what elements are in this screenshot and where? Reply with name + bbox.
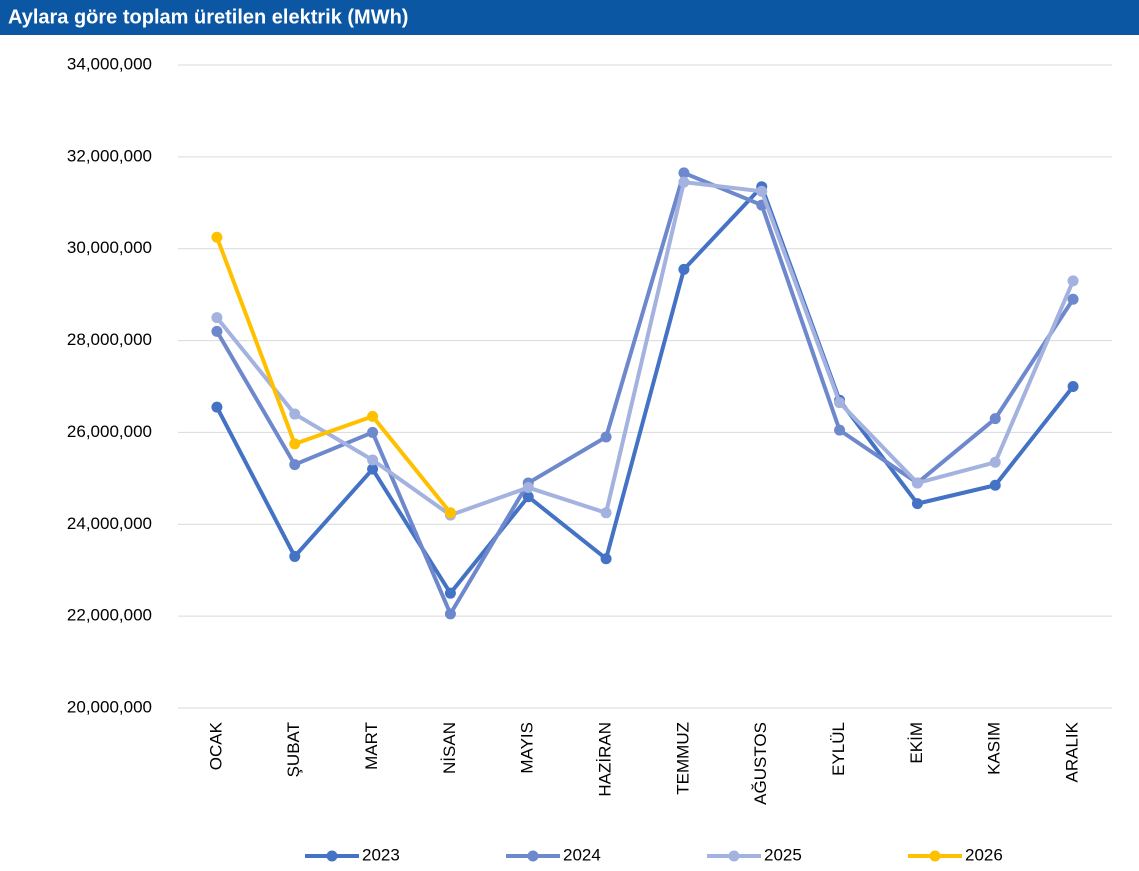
legend-label: 2025 [764,845,802,864]
data-point [678,263,690,275]
data-point [211,401,223,413]
data-point [911,498,923,510]
chart-title: Aylara göre toplam üretilen elektrik (MW… [8,6,408,28]
y-tick-label: 26,000,000 [67,422,152,441]
data-point [989,479,1001,491]
x-tick-label: AĞUSTOS [751,722,770,805]
y-tick-label: 30,000,000 [67,238,152,257]
y-tick-label: 20,000,000 [67,697,152,716]
data-point [1067,293,1079,305]
data-point [1067,381,1079,392]
x-tick-label: NİSAN [440,722,459,774]
data-point [989,456,1001,468]
data-point [911,477,923,489]
data-point [522,482,534,494]
data-point [834,397,846,409]
data-point [600,553,612,565]
data-point [211,325,223,337]
data-point [444,507,456,519]
data-point [444,587,456,599]
y-tick-label: 34,000,000 [67,54,152,73]
x-tick-label: MART [362,722,381,770]
series-line [215,184,1075,596]
data-point [289,550,301,562]
data-point [600,431,612,443]
legend-marker [527,850,539,862]
x-tick-label: ŞUBAT [284,722,303,777]
data-point [289,438,301,450]
data-point [522,491,534,503]
data-point [367,454,379,466]
data-point [989,413,1001,425]
y-tick-label: 24,000,000 [67,514,152,533]
y-tick-label: 22,000,000 [67,606,152,625]
x-tick-label: HAZİRAN [596,722,615,797]
data-point [756,185,768,197]
data-point [678,167,690,179]
series-line [215,236,452,515]
legend-marker [326,850,338,862]
x-tick-label: ARALIK [1063,721,1082,782]
x-tick-label: TEMMUZ [673,722,692,795]
data-point [211,231,223,243]
series-line [215,170,1075,616]
data-point [367,426,379,438]
x-tick-label: EKİM [907,722,926,764]
data-point [444,608,456,620]
legend-label: 2023 [362,845,400,864]
legend-label: 2026 [965,845,1003,864]
x-tick-label: EYLÜL [829,722,848,776]
x-tick-label: OCAK [206,721,225,770]
title-bar [0,0,1139,35]
y-tick-label: 32,000,000 [67,146,152,165]
data-point [367,410,379,422]
series-line [215,180,1075,518]
data-point [289,459,301,471]
data-point [211,312,223,324]
data-point [289,408,301,420]
data-point [600,507,612,519]
x-tick-label: MAYIS [518,722,537,774]
y-tick-label: 28,000,000 [67,330,152,349]
data-point [834,424,846,436]
data-point [1067,275,1079,287]
legend-marker [728,850,740,862]
data-point [367,463,379,475]
legend-label: 2024 [563,845,601,864]
data-point [678,176,690,188]
x-tick-label: KASIM [985,722,1004,775]
legend-marker [929,850,941,862]
